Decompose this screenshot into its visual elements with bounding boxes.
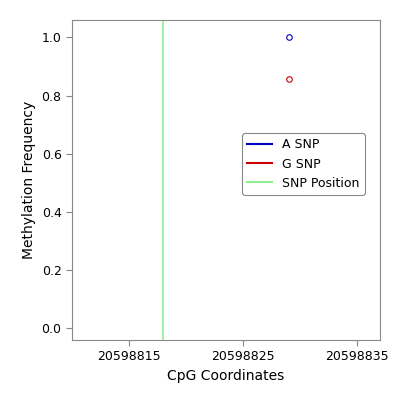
Y-axis label: Methylation Frequency: Methylation Frequency xyxy=(22,101,36,259)
X-axis label: CpG Coordinates: CpG Coordinates xyxy=(167,369,285,383)
Legend: A SNP, G SNP, SNP Position: A SNP, G SNP, SNP Position xyxy=(242,133,364,195)
